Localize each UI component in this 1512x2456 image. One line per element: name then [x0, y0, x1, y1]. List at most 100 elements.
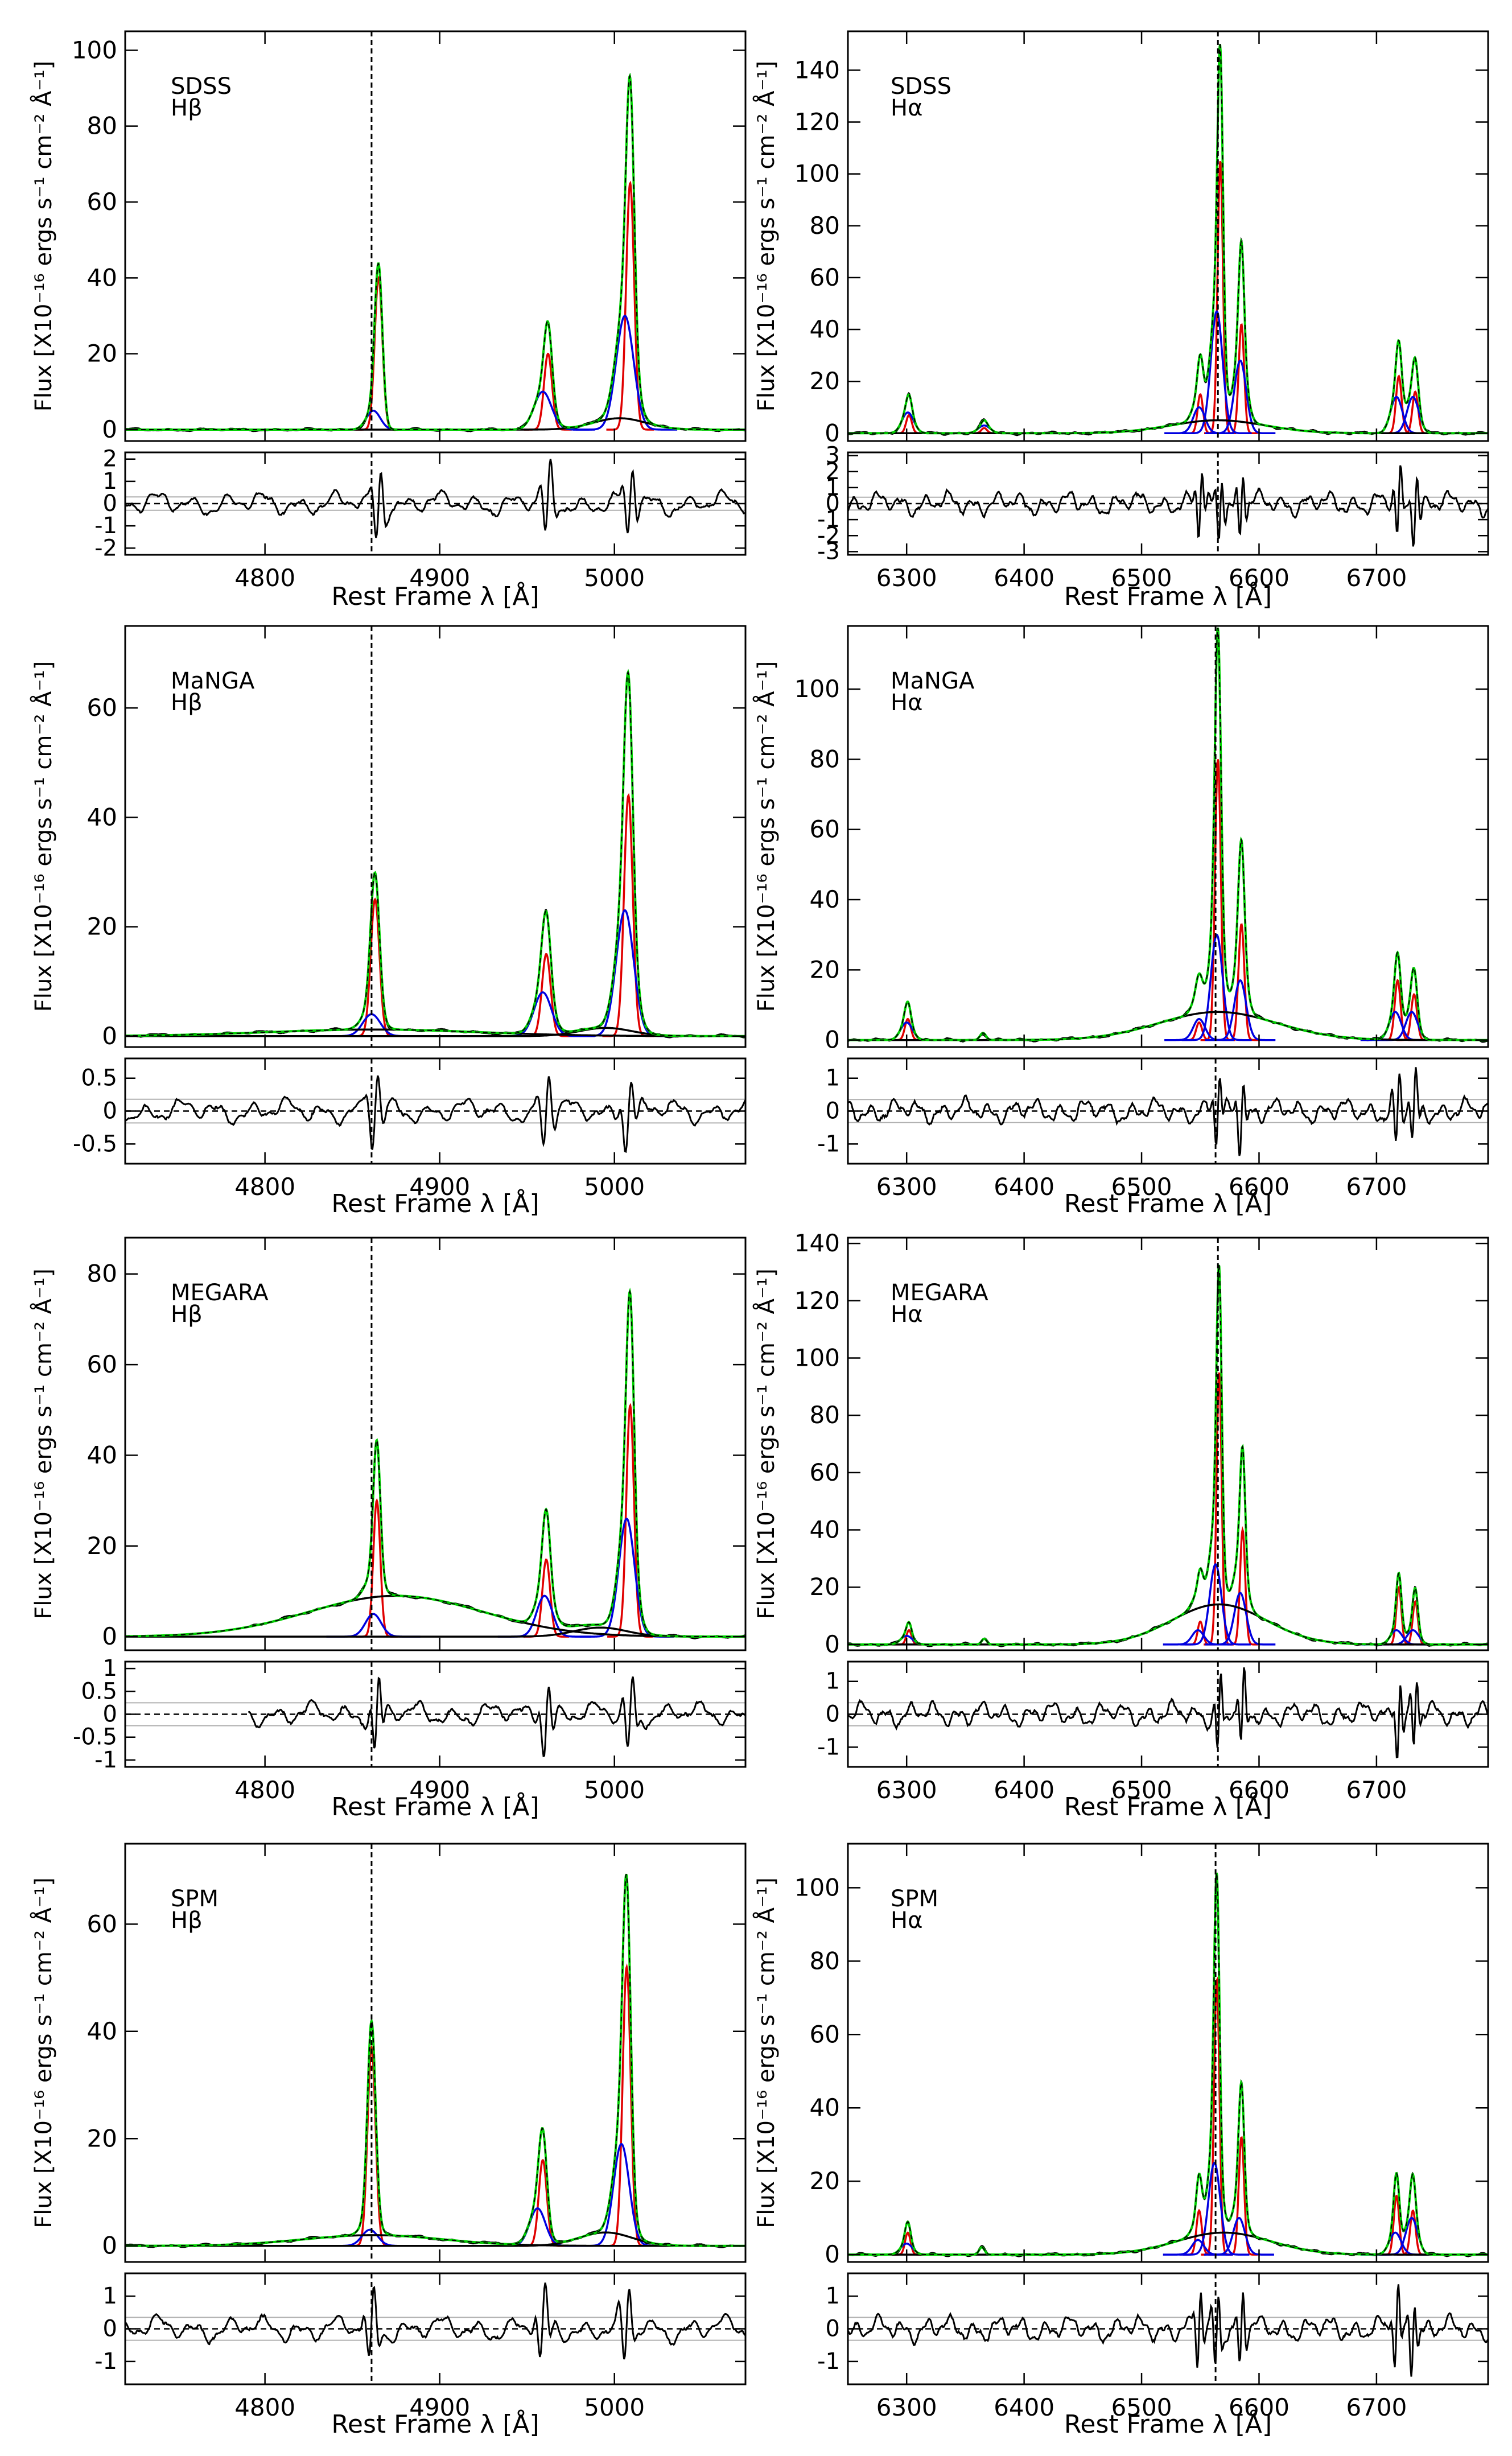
y-axis-label: Flux [X10⁻¹⁶ ergs s⁻¹ cm⁻² Å⁻¹]	[30, 61, 57, 412]
residual-y-tick-label: -2	[94, 535, 117, 561]
y-tick-label: 20	[810, 955, 840, 983]
y-tick-label: 60	[810, 1458, 840, 1486]
x-tick-label: 6500	[1111, 564, 1172, 592]
residual-y-tick-label: 0	[103, 2316, 117, 2342]
x-tick-label: 6500	[1111, 2393, 1172, 2421]
y-tick-label: 20	[87, 913, 117, 941]
instrument-label: SDSS	[891, 73, 951, 100]
residual-y-tick-label: 0	[826, 491, 840, 517]
second-component-9	[1164, 1017, 1234, 1041]
residual-plot-area	[125, 1058, 745, 1164]
main-plot-area	[125, 626, 745, 1047]
residual-line	[125, 2282, 745, 2360]
x-tick-label: 4900	[409, 564, 470, 592]
y-tick-label: 40	[87, 803, 117, 831]
y-tick-label: 60	[810, 815, 840, 843]
x-tick-label: 6300	[876, 1776, 937, 1804]
y-axis-label: Flux [X10⁻¹⁶ ergs s⁻¹ cm⁻² Å⁻¹]	[752, 1877, 780, 2228]
x-tick-label: 4900	[409, 1776, 470, 1804]
y-tick-label: 20	[87, 1532, 117, 1560]
y-tick-label: 40	[810, 1516, 840, 1544]
residual-plot-area	[848, 452, 1488, 555]
residual-y-tick-label: 1	[826, 1668, 840, 1695]
residual-y-tick-label: -1	[817, 506, 840, 533]
residual-y-tick-label: 0	[826, 2316, 840, 2342]
x-tick-label: 6400	[994, 1776, 1054, 1804]
main-panel-frame	[847, 30, 1489, 442]
y-tick-label: 20	[87, 340, 117, 368]
total-fit-dashed-line	[125, 1289, 745, 1638]
y-tick-label: 80	[810, 1947, 840, 1975]
total-fit-dashed-line	[125, 670, 745, 1037]
y-tick-label: 100	[794, 675, 840, 703]
x-axis-label: Rest Frame λ [Å]	[331, 1791, 539, 1822]
total-fit-dashed-line	[125, 74, 745, 430]
y-axis-label: Flux [X10⁻¹⁶ ergs s⁻¹ cm⁻² Å⁻¹]	[752, 1268, 780, 1620]
x-tick-label: 6600	[1229, 2393, 1289, 2421]
main-panel-frame	[124, 1237, 747, 1651]
x-tick-label: 5000	[584, 564, 645, 592]
y-tick-label: 60	[87, 1350, 117, 1378]
main-plot-area	[848, 1844, 1488, 2262]
main-plot-area	[125, 1844, 745, 2262]
residual-y-tick-label: 0	[103, 491, 117, 517]
x-tick-label: 5000	[584, 1776, 645, 1804]
residual-y-tick-label: 2	[103, 446, 117, 472]
main-plot-area	[848, 1238, 1488, 1650]
x-tick-label: 6700	[1346, 2393, 1407, 2421]
residual-y-tick-label: 1	[826, 1065, 840, 1091]
residual-line	[848, 2284, 1488, 2377]
y-tick-label: 120	[794, 108, 840, 135]
second-component-9	[1164, 406, 1234, 435]
y-tick-label: 60	[87, 1910, 117, 1938]
residual-y-tick-label: 0.5	[81, 1065, 117, 1091]
y-tick-label: 60	[810, 2020, 840, 2048]
x-axis-label: Rest Frame λ [Å]	[331, 581, 539, 611]
y-tick-label: 20	[87, 2124, 117, 2152]
x-tick-label: 6700	[1346, 564, 1407, 592]
residual-plot-area	[848, 2273, 1488, 2384]
x-tick-label: 4800	[234, 2393, 295, 2421]
y-tick-label: 80	[810, 212, 840, 240]
x-tick-label: 6500	[1111, 1776, 1172, 1804]
line-label: Hβ	[171, 95, 203, 121]
x-tick-label: 6300	[876, 564, 937, 592]
y-axis-label: Flux [X10⁻¹⁶ ergs s⁻¹ cm⁻² Å⁻¹]	[30, 1877, 57, 2228]
x-tick-label: 5000	[584, 2393, 645, 2421]
y-tick-label: 140	[794, 1229, 840, 1257]
x-axis-label: Rest Frame λ [Å]	[1064, 581, 1272, 611]
main-plot-area	[848, 626, 1488, 1047]
instrument-label: SDSS	[171, 73, 232, 100]
line-label: Hα	[891, 1907, 922, 1934]
y-tick-label: 20	[810, 367, 840, 395]
x-axis-label: Rest Frame λ [Å]	[331, 1188, 539, 1218]
main-panel-frame	[124, 1843, 747, 2263]
total-fit-dashed-line	[125, 1874, 745, 2247]
x-tick-label: 6400	[994, 1173, 1054, 1201]
line-label: Hα	[891, 95, 922, 121]
residual-y-tick-label: -1	[817, 2348, 840, 2375]
main-panel-frame	[847, 1843, 1489, 2263]
second-component-7	[1181, 933, 1252, 1041]
x-axis-label: Rest Frame λ [Å]	[1064, 2409, 1272, 2439]
residual-y-tick-label: -3	[817, 538, 840, 564]
y-tick-label: 0	[102, 415, 117, 443]
y-tick-label: 60	[810, 263, 840, 291]
total-fit-dashed-line	[848, 627, 1488, 1041]
second-component-5	[572, 315, 678, 431]
instrument-label: MEGARA	[171, 1280, 269, 1306]
x-tick-label: 6600	[1229, 564, 1289, 592]
main-plot-area	[125, 1238, 745, 1650]
total-fit-dashed-line	[848, 1872, 1488, 2256]
residual-y-tick-label: 0	[826, 1701, 840, 1728]
residual-y-tick-label: -1	[94, 2348, 117, 2375]
y-tick-label: 40	[87, 1441, 117, 1469]
residual-line	[125, 1075, 745, 1153]
